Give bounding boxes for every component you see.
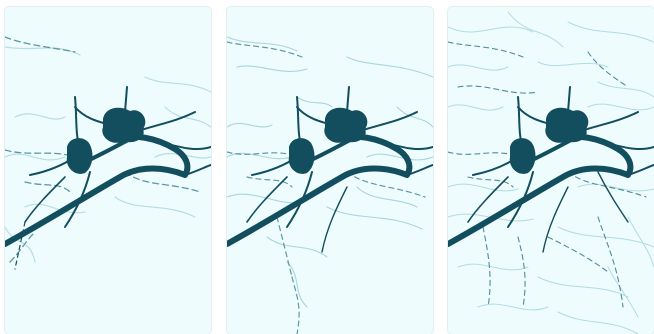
soma-main bbox=[324, 107, 368, 143]
neuron-panel-3 bbox=[448, 7, 654, 334]
faint-processes bbox=[448, 11, 654, 334]
mid-processes bbox=[5, 36, 201, 263]
soma-secondary bbox=[288, 138, 315, 174]
neuron-panel-2 bbox=[227, 7, 433, 334]
faint-processes bbox=[5, 46, 211, 263]
soma-main bbox=[102, 107, 146, 143]
neuron-image-2 bbox=[227, 36, 433, 334]
neuron-structure bbox=[227, 86, 433, 253]
soma-main bbox=[545, 107, 589, 143]
neuron-image-3 bbox=[448, 11, 654, 334]
soma-secondary bbox=[509, 138, 536, 174]
neuron-panel-1 bbox=[5, 7, 211, 334]
neuron-image-1 bbox=[5, 36, 211, 270]
soma-secondary bbox=[66, 138, 93, 174]
